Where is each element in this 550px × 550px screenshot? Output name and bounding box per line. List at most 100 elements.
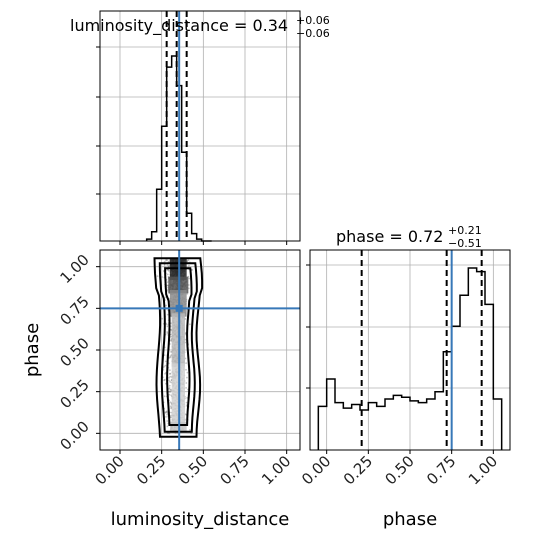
sample-point — [166, 269, 169, 271]
y-tick-label-phase: 0.00 — [56, 417, 92, 453]
sample-point — [169, 401, 172, 404]
contour-outer — [153, 257, 204, 438]
sample-point — [186, 376, 188, 379]
sample-point — [168, 377, 170, 379]
x-tick-label-phase: 0.25 — [340, 452, 376, 488]
sample-point — [166, 325, 169, 328]
sample-point — [188, 277, 191, 280]
sample-point — [166, 425, 169, 428]
sample-point — [163, 260, 166, 263]
x-tick-label-phase: 0.00 — [298, 452, 334, 488]
sample-point — [168, 391, 171, 393]
sample-point — [164, 372, 167, 375]
sample-point — [167, 269, 170, 272]
x-tick-label-luminosity-distance: 0.00 — [91, 452, 127, 488]
sample-point — [168, 432, 171, 435]
x-axis-label-phase: phase — [383, 509, 437, 530]
sample-point — [166, 331, 169, 333]
x-tick-label-phase: 0.75 — [423, 452, 459, 488]
sample-point — [164, 411, 167, 413]
sample-point — [168, 373, 171, 375]
x-tick-label-phase: 1.00 — [465, 452, 501, 488]
sample-point — [169, 375, 172, 378]
panel-frame — [99, 10, 301, 242]
sample-point — [191, 269, 193, 271]
phase-title-minus: −0.51 — [448, 237, 482, 250]
sample-point — [170, 405, 172, 408]
x-axis-label-luminosity-distance: luminosity_distance — [111, 509, 290, 530]
sample-point — [164, 364, 167, 367]
sample-point — [185, 362, 188, 364]
sample-point — [170, 388, 172, 391]
phase-title-plus: +0.21 — [448, 224, 482, 237]
sample-point — [166, 264, 169, 267]
sample-point — [165, 416, 167, 418]
sample-point — [163, 264, 166, 266]
sample-point — [168, 269, 171, 272]
sample-point — [164, 378, 166, 381]
sample-point — [166, 410, 168, 413]
sample-point — [170, 322, 173, 325]
sample-point — [185, 368, 187, 371]
sample-point — [187, 284, 190, 286]
x-tick-label-phase: 0.50 — [381, 452, 417, 488]
contour-middle — [158, 262, 198, 433]
sample-point — [166, 420, 169, 422]
sample-point — [169, 355, 172, 357]
sample-point — [170, 416, 173, 418]
truth-marker — [175, 304, 183, 312]
sample-point — [165, 323, 168, 326]
sample-point — [168, 264, 171, 267]
sample-point — [169, 389, 172, 391]
sample-point — [166, 273, 169, 276]
sample-point — [186, 371, 189, 374]
sample-point — [166, 313, 169, 316]
sample-point — [167, 265, 170, 268]
y-tick-label-phase: 0.75 — [56, 292, 92, 328]
sample-point — [188, 264, 190, 267]
x-tick-label-luminosity-distance: 1.00 — [258, 452, 294, 488]
sample-point — [168, 384, 171, 387]
sample-point — [164, 411, 167, 414]
sample-point — [168, 393, 171, 396]
sample-point — [170, 329, 172, 331]
sample-point — [185, 387, 188, 389]
sample-point — [168, 387, 171, 389]
x-tick-label-luminosity-distance: 0.50 — [175, 452, 211, 488]
luminosity-distance-title-minus: −0.06 — [296, 27, 330, 40]
sample-point — [168, 356, 171, 359]
sample-point — [165, 259, 167, 262]
sample-point — [187, 259, 190, 261]
sample-point — [170, 340, 173, 342]
y-tick-label-phase: 1.00 — [56, 251, 92, 287]
panel-phase-hist: 0.00 0.25 0.50 0.75 1.00 phase = 0.72 +0.21 … — [298, 224, 511, 530]
sample-point — [170, 407, 173, 410]
sample-point — [166, 281, 169, 283]
panel-luminosity-distance-hist: luminosity_distance = 0.34 +0.06 −0.06 — [70, 10, 330, 245]
luminosity-distance-title-plus: +0.06 — [296, 14, 330, 27]
sample-point — [163, 395, 166, 398]
luminosity-distance-histogram — [145, 55, 212, 242]
y-axis-label-phase: phase — [22, 323, 43, 377]
sample-point — [161, 276, 163, 278]
sample-point — [190, 432, 193, 435]
sample-point — [187, 287, 190, 290]
sample-point — [169, 372, 172, 375]
sample-point — [169, 369, 171, 371]
x-tick-label-luminosity-distance: 0.25 — [133, 452, 169, 488]
sample-point — [189, 323, 191, 326]
sample-point — [168, 379, 170, 382]
sample-point — [161, 317, 164, 320]
sample-point — [166, 413, 169, 416]
sample-point — [170, 333, 172, 336]
sample-point — [164, 360, 167, 363]
panel-2d-density: 0.00 0.25 0.50 0.75 1.00 0.000.250.500.751.0… — [22, 249, 301, 530]
sample-point — [170, 351, 172, 353]
x-tick-label-luminosity-distance: 0.75 — [216, 452, 252, 488]
sample-point — [165, 411, 168, 413]
sample-point — [165, 304, 168, 307]
sample-point — [163, 379, 166, 382]
contour-inner — [164, 267, 193, 426]
luminosity-distance-title: luminosity_distance = 0.34 — [70, 16, 288, 36]
